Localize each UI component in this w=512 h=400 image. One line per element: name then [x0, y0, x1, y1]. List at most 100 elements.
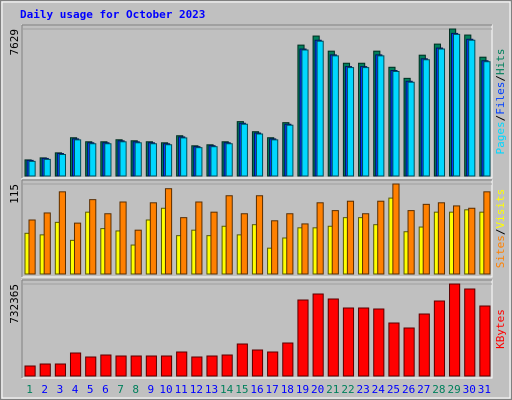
x-tick-label: 23	[357, 383, 370, 396]
legend: KBytes	[494, 309, 507, 349]
bar	[236, 343, 248, 377]
bar	[43, 212, 51, 275]
bar	[297, 299, 309, 377]
bar	[362, 213, 370, 275]
x-tick-label: 13	[205, 383, 218, 396]
bar	[58, 191, 66, 275]
bar	[464, 288, 476, 377]
x-tick-label: 5	[87, 383, 94, 396]
bar	[180, 137, 188, 177]
x-tick-label: 15	[235, 383, 248, 396]
x-tick-label: 4	[72, 383, 79, 396]
bar	[24, 365, 36, 377]
bar	[392, 183, 400, 275]
bar	[286, 124, 294, 177]
bar	[437, 202, 446, 275]
x-tick-label: 24	[372, 383, 386, 396]
legend-entry: Files	[494, 82, 507, 115]
legend-entry: Sites	[494, 235, 507, 268]
bar	[346, 200, 355, 275]
bar	[58, 153, 66, 177]
bar	[240, 213, 248, 275]
bar	[73, 222, 82, 275]
bar	[115, 355, 127, 377]
bar	[388, 322, 400, 377]
bar	[195, 201, 203, 275]
bar	[373, 308, 385, 377]
x-tick-label: 22	[341, 383, 354, 396]
x-tick-label: 7	[117, 383, 124, 396]
bar	[479, 305, 491, 377]
legend-entry: KBytes	[494, 309, 507, 349]
bar	[39, 363, 51, 377]
bar	[342, 307, 355, 377]
bar	[267, 351, 279, 377]
x-tick-label: 11	[175, 383, 188, 396]
bar	[134, 229, 142, 275]
bar	[422, 203, 430, 275]
legend-entry: Hits	[494, 49, 507, 76]
bar	[73, 139, 82, 177]
bar	[301, 49, 309, 177]
bar	[176, 351, 188, 377]
legend: Pages/Files/Hits	[494, 49, 507, 155]
x-tick-label: 28	[432, 383, 445, 396]
bar	[85, 356, 97, 377]
bar	[316, 40, 324, 177]
y-tick-label: 7629	[8, 29, 21, 56]
bar	[240, 123, 248, 177]
bar	[422, 59, 430, 177]
x-tick-label: 31	[478, 383, 491, 396]
x-tick-label: 10	[159, 383, 172, 396]
x-tick-label: 30	[463, 383, 476, 396]
y-tick-label: 115	[8, 184, 21, 204]
bar	[28, 219, 36, 275]
bar	[43, 158, 51, 177]
bar	[255, 195, 264, 275]
bar	[331, 55, 339, 177]
x-tick-label: 14	[220, 383, 234, 396]
bar	[312, 293, 324, 377]
x-tick-label: 8	[132, 383, 139, 396]
bar	[160, 355, 173, 377]
bar	[377, 200, 385, 275]
legend-separator: /	[494, 229, 507, 236]
x-tick-label: 12	[190, 383, 203, 396]
bar	[164, 188, 173, 275]
legend-entry: Visits	[494, 189, 507, 229]
bar	[331, 210, 339, 275]
bar	[468, 39, 476, 177]
bar	[271, 220, 279, 275]
y-tick-label: 732365	[8, 284, 21, 324]
legend-separator: /	[494, 115, 507, 122]
bar	[225, 195, 233, 275]
bar	[210, 146, 218, 177]
bar	[54, 363, 66, 377]
chart-title: Daily usage for October 2023	[20, 8, 205, 21]
bar	[433, 300, 446, 377]
x-tick-label: 2	[41, 383, 48, 396]
bar	[149, 143, 157, 177]
bar	[327, 298, 339, 377]
bar	[89, 199, 97, 275]
bar	[206, 355, 218, 377]
x-tick-label: 21	[326, 383, 339, 396]
bar	[119, 201, 127, 275]
x-tick-label: 27	[417, 383, 430, 396]
bar	[255, 133, 264, 177]
bar	[437, 48, 446, 177]
bar	[104, 143, 112, 177]
bar	[418, 313, 430, 377]
bar	[134, 142, 142, 177]
bar	[286, 213, 294, 275]
bar	[210, 211, 218, 275]
bar	[251, 349, 264, 377]
bar	[392, 70, 400, 177]
x-tick-label: 3	[57, 383, 64, 396]
bar	[104, 213, 112, 275]
bar	[453, 33, 461, 177]
bar	[483, 191, 491, 275]
bar	[119, 141, 127, 177]
